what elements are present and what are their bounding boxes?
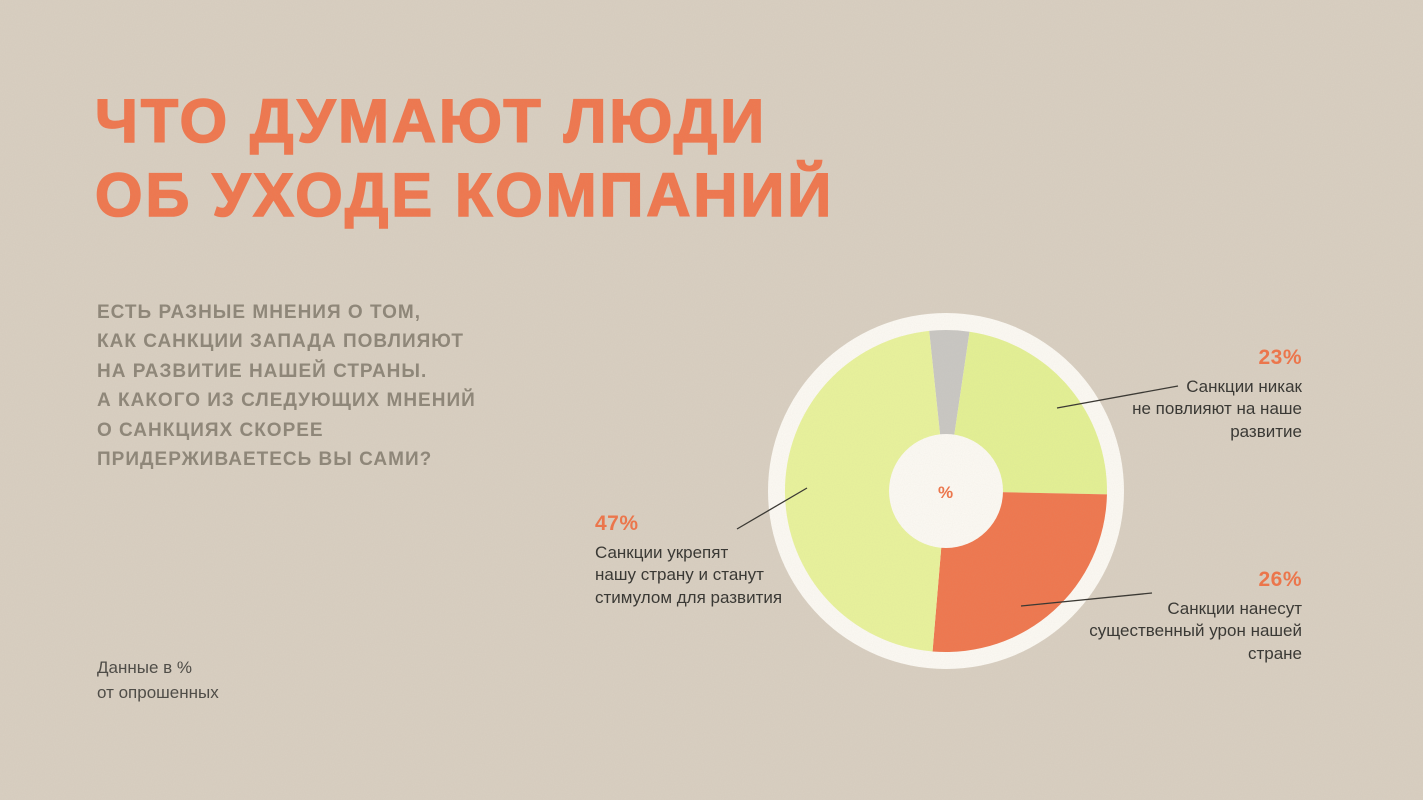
callout-23-percent: 23% — [1258, 346, 1302, 369]
callout-26-percent: 26% — [1258, 568, 1302, 591]
callout-47-percent: 47% — [595, 512, 639, 535]
callout-26: 26% Санкции нанесут существенный урон на… — [1012, 568, 1302, 665]
callout-47: 47% Санкции укрепят нашу страну и станут… — [595, 512, 825, 609]
callout-47-text: Санкции укрепят нашу страну и станут сти… — [595, 543, 783, 607]
callout-23: 23% Санкции никак не повлияют на наше ра… — [1012, 346, 1302, 443]
pie-center-label: % — [938, 483, 954, 502]
callout-26-text: Санкции нанесут существенный урон нашей … — [1089, 599, 1302, 663]
callout-23-text: Санкции никак не повлияют на наше развит… — [1132, 377, 1302, 441]
